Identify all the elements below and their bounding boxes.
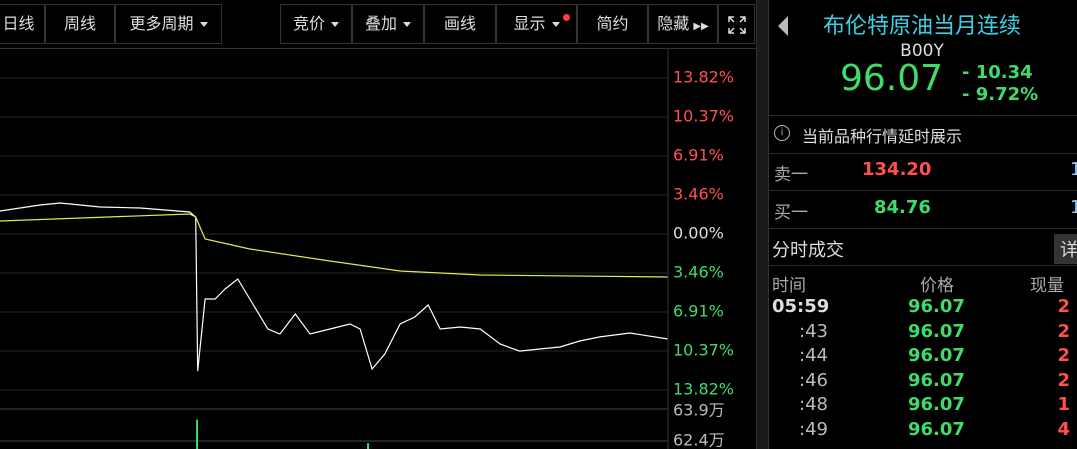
quote-code: B00Y <box>900 41 944 61</box>
divider <box>768 265 1077 266</box>
btn-simple[interactable]: 简约 <box>577 4 648 44</box>
label: 叠加 <box>364 14 397 33</box>
toolbar-border <box>0 48 760 49</box>
trade-volume: 2 <box>1057 369 1070 391</box>
btn-overlay[interactable]: 叠加 <box>352 4 424 44</box>
sell-label: 卖一 <box>774 165 808 185</box>
label: 竞价 <box>292 14 325 33</box>
header-volume: 现量 <box>1030 276 1064 296</box>
btn-show[interactable]: 显示 <box>496 4 577 44</box>
y-tick-label: 0.00% <box>673 224 724 243</box>
trade-volume: 4 <box>1057 418 1070 440</box>
divider <box>768 115 1077 116</box>
btn-auction[interactable]: 竞价 <box>280 4 352 44</box>
notice: 当前品种行情延时展示 <box>802 127 963 146</box>
btn-hide[interactable]: 隐藏 ▶▶ <box>648 4 718 44</box>
buy-price: 84.76 <box>874 197 931 218</box>
y-tick-label: 6.91% <box>673 302 724 321</box>
trade-price: 96.07 <box>908 345 965 366</box>
trade-time: :46 <box>799 369 828 391</box>
btn-draw[interactable]: 画线 <box>424 4 496 44</box>
icon <box>727 15 746 34</box>
sell-volume: 1 <box>1070 159 1077 180</box>
label: 隐藏 <box>657 14 690 33</box>
trade-volume: 2 <box>1057 296 1070 317</box>
trade-time: :43 <box>799 320 828 342</box>
detail-button[interactable]: 详 <box>1054 234 1077 264</box>
y-tick-label: 10.37% <box>673 341 734 360</box>
volume-bar <box>367 443 370 449</box>
label: 更多周期 <box>129 14 194 33</box>
chart: 13.82% 10.37% 6.91% 3.46% 0.00% 3.46% 6.91% 10.… <box>0 49 734 449</box>
btn-expand[interactable] <box>718 4 755 44</box>
divider <box>768 153 1077 154</box>
quote-title: 布伦特原油当月连续 <box>822 14 1021 39</box>
buy-volume: 1 <box>1070 197 1077 218</box>
info-icon: i <box>774 125 790 141</box>
y-tick-label: 3.46% <box>673 184 724 203</box>
quote-price: 96.07 <box>840 58 944 99</box>
trade-price: 96.07 <box>908 296 965 317</box>
volume-bar <box>196 419 199 449</box>
y-tick-label: 3.46% <box>673 263 724 282</box>
divider <box>768 190 1077 191</box>
y-tick-label: 13.82% <box>673 68 734 87</box>
trade-price: 96.07 <box>908 418 965 440</box>
y-tick-label: 62.4万 <box>673 431 725 449</box>
trade-volume: 2 <box>1057 320 1070 342</box>
trade-volume: 1 <box>1057 394 1070 415</box>
splitter[interactable] <box>756 0 769 449</box>
price-line <box>0 213 669 278</box>
dot <box>563 14 570 21</box>
price-line <box>0 202 669 372</box>
btn-week[interactable]: 周线 <box>45 4 115 44</box>
trade-price: 96.07 <box>908 394 965 415</box>
prev-arrow[interactable] <box>778 16 788 36</box>
btn-more[interactable]: 更多周期 <box>115 4 222 44</box>
trade-time: 05:59 <box>772 296 830 317</box>
trade-price: 96.07 <box>908 320 965 342</box>
trade-time: :49 <box>799 418 828 440</box>
y-tick-label: 10.37% <box>673 106 734 125</box>
sell-price: 134.20 <box>862 159 932 180</box>
y-tick-label: 63.9万 <box>673 401 725 420</box>
quote-change-pct: - 9.72% <box>962 84 1039 105</box>
trades-title: 分时成交 <box>772 240 844 261</box>
btn-day[interactable]: 日线 <box>0 4 45 44</box>
trade-volume: 2 <box>1057 345 1070 366</box>
quote-change: - 10.34 <box>962 62 1033 83</box>
label: 显示 <box>513 14 546 33</box>
divider <box>768 228 1077 229</box>
header-price: 价格 <box>920 276 954 296</box>
y-tick-label: 6.91% <box>673 146 724 165</box>
trade-price: 96.07 <box>908 369 965 391</box>
header-time: 时间 <box>772 276 806 296</box>
trade-time: :48 <box>799 394 828 415</box>
trade-time: :44 <box>799 345 828 366</box>
y-tick-label: 13.82% <box>673 380 734 399</box>
buy-label: 买一 <box>774 203 808 223</box>
